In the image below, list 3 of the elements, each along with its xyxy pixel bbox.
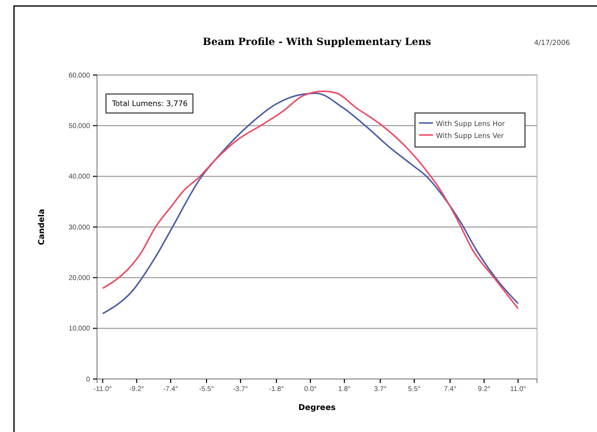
y-axis-title: Candela bbox=[37, 208, 46, 246]
chart-title: Beam Profile - With Supplementary Lens bbox=[202, 37, 432, 48]
x-axis-title: Degrees bbox=[298, 403, 336, 412]
